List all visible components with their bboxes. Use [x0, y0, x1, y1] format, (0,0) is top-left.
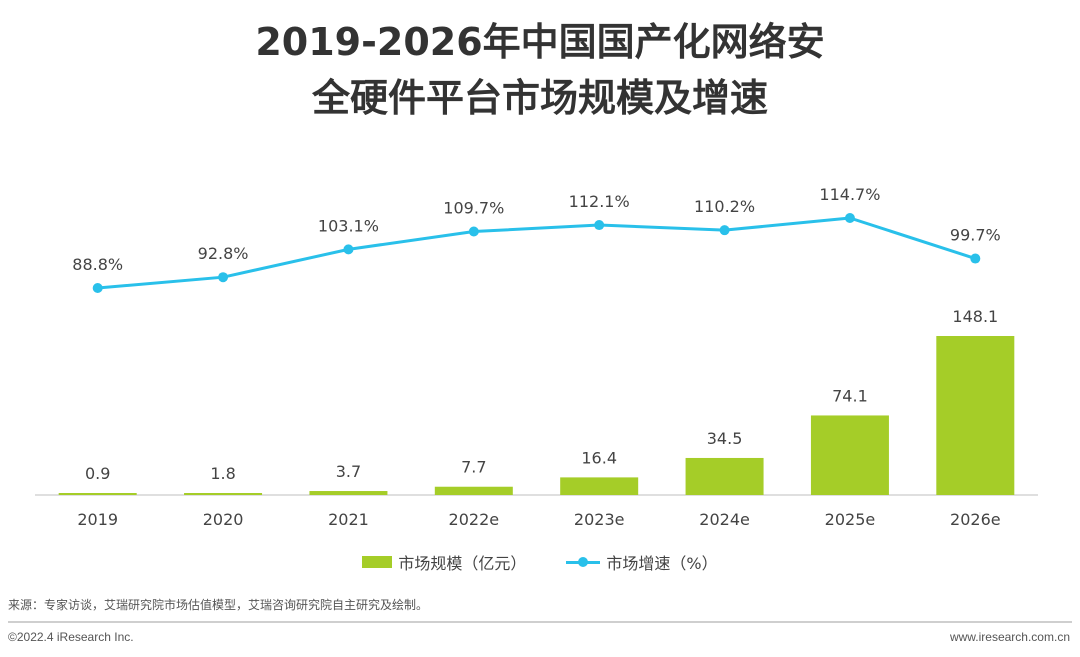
bar-value-label: 34.5 — [707, 429, 743, 448]
bar-value-label: 0.9 — [85, 464, 110, 483]
growth-value-label: 109.7% — [443, 199, 504, 218]
chart-title: 2019-2026年中国国产化网络安 全硬件平台市场规模及增速 — [0, 14, 1080, 126]
bar — [560, 477, 639, 495]
growth-point — [218, 272, 229, 283]
legend-bar-label: 市场规模（亿元） — [398, 554, 527, 573]
bar-value-label: 148.1 — [952, 307, 998, 326]
growth-value-label: 112.1% — [569, 192, 630, 211]
bar-value-label: 74.1 — [832, 386, 868, 405]
growth-value-label: 114.7% — [819, 185, 880, 204]
x-tick-label: 2023e — [574, 510, 625, 529]
bar-value-label: 7.7 — [461, 458, 486, 477]
x-tick-label: 2022e — [449, 510, 500, 529]
bar-value-label: 3.7 — [336, 462, 361, 481]
footer-divider — [8, 621, 1072, 623]
x-tick-label: 2026e — [950, 510, 1001, 529]
chart-title-line1: 2019-2026年中国国产化网络安 — [255, 20, 825, 64]
copyright-text: ©2022.4 iResearch Inc. — [8, 630, 134, 644]
growth-value-label: 88.8% — [72, 255, 123, 274]
website-link: www.iresearch.com.cn — [949, 630, 1070, 644]
legend-line-label: 市场增速（%） — [606, 554, 718, 573]
bar — [309, 491, 388, 495]
bar — [58, 493, 137, 495]
legend-bar-swatch — [362, 556, 393, 568]
legend-item-line: 市场增速（%） — [566, 550, 718, 574]
growth-point — [468, 226, 479, 237]
x-tick-label: 2025e — [825, 510, 876, 529]
growth-point — [343, 244, 354, 255]
source-note: 来源：专家访谈，艾瑞研究院市场估值模型，艾瑞咨询研究院自主研究及绘制。 — [8, 598, 429, 612]
legend-line-swatch — [566, 555, 601, 569]
growth-point — [92, 283, 103, 293]
growth-point — [970, 253, 981, 264]
growth-value-label: 99.7% — [950, 226, 1001, 245]
growth-line — [97, 216, 976, 290]
growth-point — [594, 220, 605, 231]
growth-value-label: 92.8% — [198, 244, 249, 263]
bar — [810, 415, 889, 495]
bar — [936, 336, 1015, 495]
x-tick-label: 2020 — [203, 510, 244, 529]
growth-point — [719, 225, 730, 236]
legend-item-bar: 市场规模（亿元） — [362, 550, 526, 574]
bar — [685, 457, 764, 495]
growth-point — [844, 213, 855, 223]
x-tick-label: 2019 — [77, 510, 118, 529]
growth-value-label: 103.1% — [318, 216, 379, 235]
bar-value-label: 16.4 — [581, 448, 617, 467]
bar — [184, 493, 263, 495]
x-tick-label: 2021 — [328, 510, 369, 529]
growth-value-label: 110.2% — [694, 197, 755, 216]
chart-title-line2: 全硬件平台市场规模及增速 — [311, 76, 768, 120]
bar — [434, 486, 513, 495]
chart-legend: 市场规模（亿元） 市场增速（%） — [0, 550, 1080, 574]
bar-value-label: 1.8 — [210, 464, 235, 483]
combo-chart: 0.9 2019 1.8 2020 3.7 2021 7.7 2022e 16.4 2023e 34… — [35, 185, 1038, 529]
x-tick-label: 2024e — [699, 510, 750, 529]
